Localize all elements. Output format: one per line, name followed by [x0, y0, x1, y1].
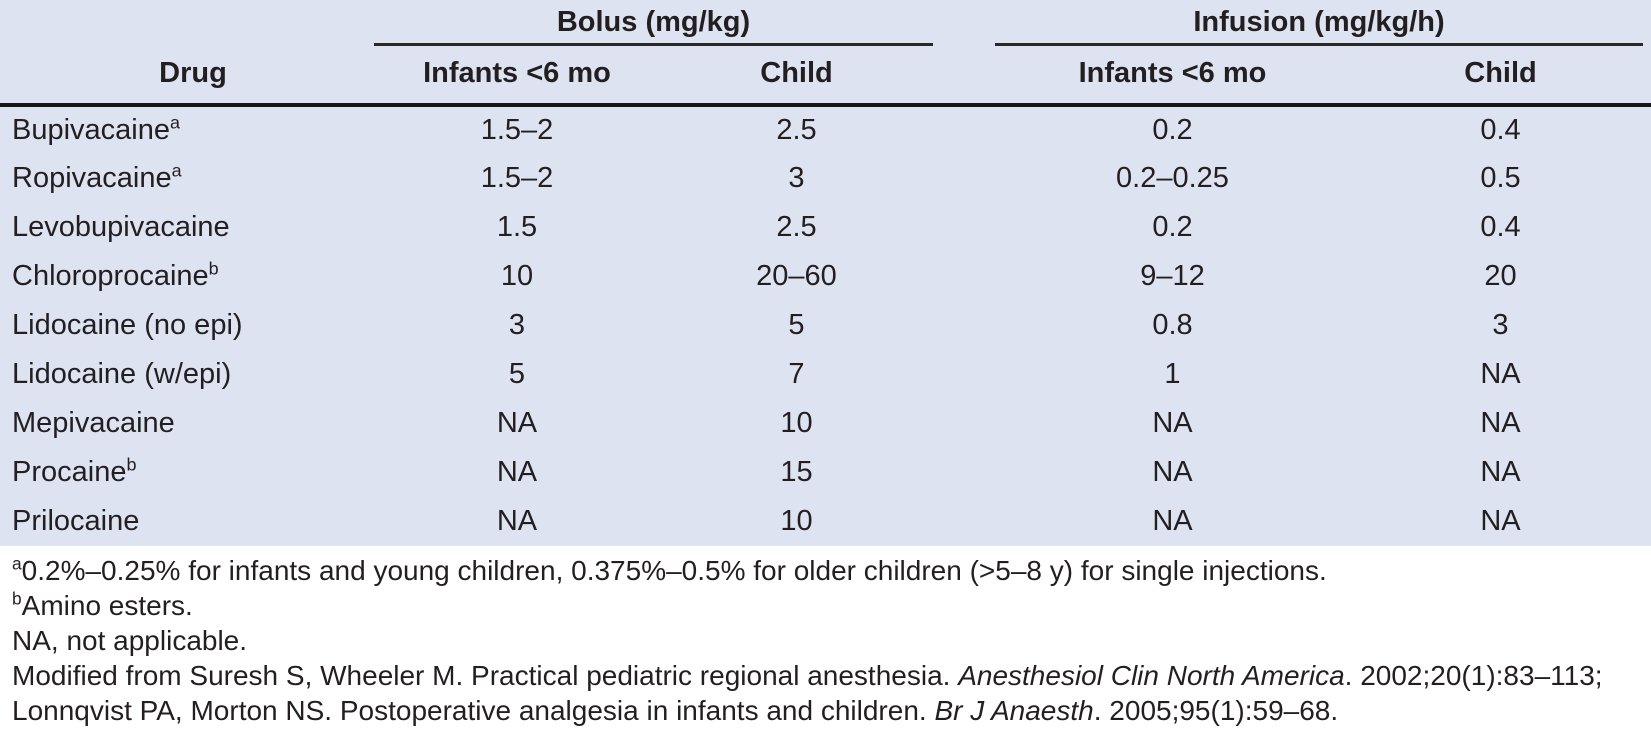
infusion-child-value: 3	[1492, 309, 1509, 341]
bolus-child-value: 2.5	[776, 211, 817, 243]
infusion-child-value: NA	[1480, 358, 1521, 390]
drug-name-cell: Chloroprocaineb	[0, 252, 374, 301]
bolus-group-label: Bolus (mg/kg)	[374, 6, 933, 46]
infusion-child-value: NA	[1480, 407, 1521, 439]
footnote-a-text: 0.2%–0.25% for infants and young childre…	[21, 555, 1327, 586]
source-1-journal: Anesthesiol Clin North America	[958, 660, 1345, 691]
drug-name-cell: Lidocaine (no epi)	[0, 301, 374, 350]
infusion-infants-value: NA	[1152, 407, 1193, 439]
drug-name-cell: Mepivacaine	[0, 399, 374, 448]
bolus-child-value: 3	[788, 162, 805, 194]
column-header-drug: Drug	[159, 56, 227, 89]
footnote-marker: a	[170, 112, 180, 133]
source-2-journal: Br J Anaesth	[934, 695, 1094, 726]
table-row: Procaineb NA 15 NA NA	[0, 448, 1651, 497]
infusion-child-value: 0.4	[1480, 211, 1521, 243]
bolus-child-value: 5	[788, 309, 805, 341]
infusion-infants-value: NA	[1152, 456, 1193, 488]
infusion-child-value: 0.4	[1480, 114, 1521, 146]
infusion-infants-value: 9–12	[1140, 260, 1205, 292]
infusion-group-label: Infusion (mg/kg/h)	[995, 6, 1643, 46]
bolus-infants-value: 1.5–2	[480, 162, 554, 194]
footnote-a-marker: a	[12, 553, 22, 574]
dosing-table: Bolus (mg/kg) Infusion (mg/kg/h) Drug In…	[0, 0, 1651, 546]
infusion-child-value: NA	[1480, 456, 1521, 488]
infusion-child-value: NA	[1480, 505, 1521, 537]
footnote-a: a0.2%–0.25% for infants and young childr…	[12, 553, 1651, 588]
footnote-na: NA, not applicable.	[12, 625, 248, 656]
bolus-infants-value: 1.5–2	[480, 114, 554, 146]
drug-name-cell: Ropivacainea	[0, 154, 374, 203]
column-header-bolus-child: Child	[760, 56, 833, 89]
bolus-group-header: Bolus (mg/kg)	[374, 0, 933, 49]
infusion-infants-value: 0.2–0.25	[1116, 162, 1229, 194]
footnote-b-marker: b	[12, 588, 22, 609]
drug-name-cell: Levobupivacaine	[0, 203, 374, 252]
infusion-infants-value: NA	[1152, 505, 1193, 537]
table-row: Prilocaine NA 10 NA NA	[0, 497, 1651, 546]
footnote-b-text: Amino esters.	[21, 590, 193, 621]
spanner-spacer	[0, 0, 374, 49]
drug-name: Levobupivacaine	[12, 211, 230, 243]
bolus-infants-value: NA	[496, 456, 538, 488]
footnote-marker: b	[208, 258, 219, 279]
footnote-marker: b	[126, 454, 137, 475]
bolus-child-value: 10	[780, 407, 813, 439]
column-header-bolus-infants: Infants <6 mo	[423, 56, 611, 89]
infusion-infants-value: 0.2	[1152, 114, 1193, 146]
table-row: Mepivacaine NA 10 NA NA	[0, 399, 1651, 448]
bolus-infants-value: NA	[496, 407, 538, 439]
drug-name: Lidocaine (w/epi)	[12, 358, 232, 390]
footnotes: a0.2%–0.25% for infants and young childr…	[0, 546, 1651, 728]
bolus-infants-value: NA	[496, 505, 538, 537]
drug-name: Chloroprocaine	[12, 260, 209, 292]
drug-name: Lidocaine (no epi)	[12, 309, 243, 341]
bolus-child-value: 15	[780, 456, 813, 488]
source-2-citation: . 2005;95(1):59–68.	[1093, 695, 1339, 726]
drug-name: Ropivacaine	[12, 162, 172, 194]
bolus-child-value: 7	[788, 358, 805, 390]
table-row: Levobupivacaine 1.5 2.5 0.2 0.4	[0, 203, 1651, 252]
drug-name: Prilocaine	[12, 505, 140, 537]
group-header-row: Bolus (mg/kg) Infusion (mg/kg/h)	[0, 0, 1651, 49]
drug-name-cell: Bupivacainea	[0, 105, 374, 154]
bolus-child-value: 2.5	[776, 114, 817, 146]
source-2-text: Lonnqvist PA, Morton NS. Postoperative a…	[12, 695, 935, 726]
table-row: Lidocaine (w/epi) 5 7 1 NA	[0, 350, 1651, 399]
drug-name: Bupivacaine	[12, 114, 170, 146]
infusion-child-value: 20	[1484, 260, 1517, 292]
footnote-source-1: Modified from Suresh S, Wheeler M. Pract…	[12, 658, 1651, 693]
footnote-b: bAmino esters.	[12, 588, 1651, 623]
bolus-infants-value: 10	[500, 260, 534, 292]
infusion-child-value: 0.5	[1480, 162, 1521, 194]
table-row: Ropivacainea 1.5–2 3 0.2–0.25 0.5	[0, 154, 1651, 203]
column-header-infusion-child: Child	[1464, 56, 1537, 89]
drug-name-cell: Lidocaine (w/epi)	[0, 350, 374, 399]
table-row: Lidocaine (no epi) 3 5 0.8 3	[0, 301, 1651, 350]
infusion-infants-value: 0.8	[1152, 309, 1193, 341]
table-header: Bolus (mg/kg) Infusion (mg/kg/h) Drug In…	[0, 0, 1651, 105]
table-body: Bupivacainea 1.5–2 2.5 0.2 0.4 Ropivacai…	[0, 105, 1651, 546]
source-1-citation: . 2002;20(1):83–113;	[1344, 660, 1603, 691]
infusion-infants-value: 0.2	[1152, 211, 1193, 243]
drug-name: Procaine	[12, 456, 127, 488]
table-row: Bupivacainea 1.5–2 2.5 0.2 0.4	[0, 105, 1651, 154]
infusion-group-header: Infusion (mg/kg/h)	[933, 0, 1651, 49]
footnote-source-2: Lonnqvist PA, Morton NS. Postoperative a…	[12, 693, 1651, 728]
source-1-text: Modified from Suresh S, Wheeler M. Pract…	[12, 660, 959, 691]
drug-name-cell: Procaineb	[0, 448, 374, 497]
column-header-row: Drug Infants <6 mo Child Infants <6 mo C…	[0, 49, 1651, 105]
bolus-child-value: 20–60	[756, 260, 837, 292]
column-header-infusion-infants: Infants <6 mo	[1078, 56, 1267, 89]
drug-name: Mepivacaine	[12, 407, 175, 439]
infusion-infants-value: 1	[1164, 358, 1181, 390]
footnote-marker: a	[171, 160, 182, 181]
bolus-infants-value: 5	[508, 358, 526, 390]
drug-name-cell: Prilocaine	[0, 497, 374, 546]
bolus-infants-value: 1.5	[496, 211, 538, 243]
bolus-infants-value: 3	[508, 309, 526, 341]
bolus-child-value: 10	[780, 505, 813, 537]
table-row: Chloroprocaineb 10 20–60 9–12 20	[0, 252, 1651, 301]
